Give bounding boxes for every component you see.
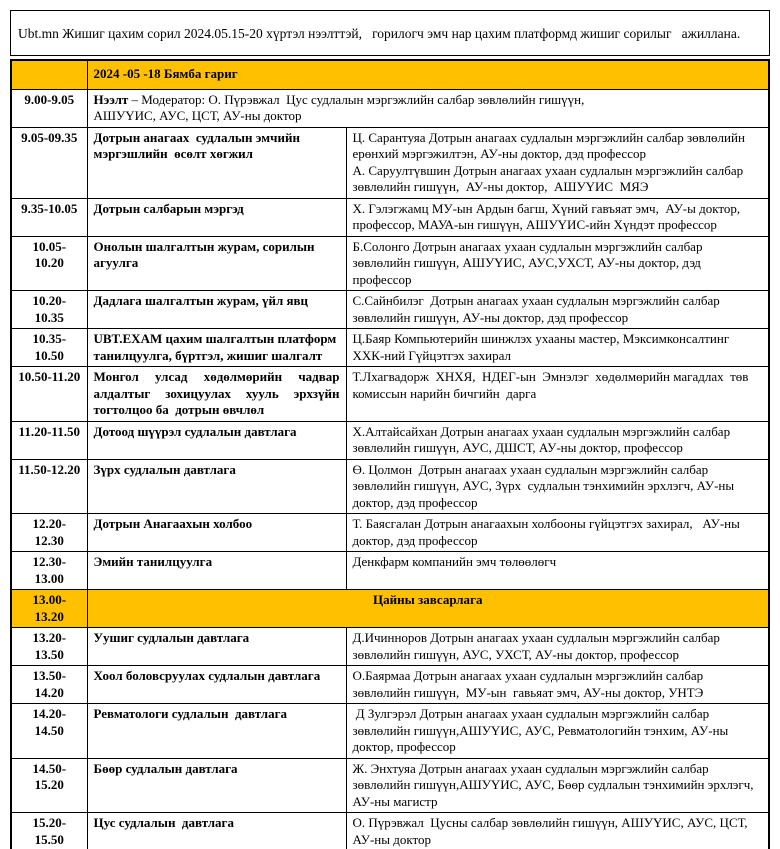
time-cell: 11.20-11.50: [10, 420, 88, 460]
details-cell: Ж. Энхтуяа Дотрын анагаах ухаан судлалын…: [345, 757, 770, 813]
date-header-time-cell: [10, 59, 88, 90]
topic-cell: Ревматологи судлалын давтлага: [86, 703, 347, 759]
date-header-row: 2024 -05 -18 Бямба гариг: [10, 59, 770, 90]
time-cell: 9.00-9.05: [10, 88, 88, 128]
schedule-table: 2024 -05 -18 Бямба гариг 9.00-9.05 Нээлт…: [10, 59, 770, 849]
time-cell: 11.50-12.20: [10, 458, 88, 514]
time-cell: 14.20-14.50: [10, 703, 88, 759]
time-cell: 13.50-14.20: [10, 665, 88, 704]
tea-break-row: 13.00-13.20 Цайны завсарлага: [10, 589, 770, 628]
schedule-row: 10.05-10.20 Онолын шалгалтын журам, сори…: [10, 235, 770, 291]
details-cell: С.Сайнбилэг Дотрын анагаах ухаан судлалы…: [345, 290, 770, 329]
topic-cell: Уушиг судлалын давтлага: [86, 627, 347, 666]
time-cell: 15.20-15.50: [10, 812, 88, 849]
topic-cell: Цус судлалын давтлага: [86, 812, 347, 849]
time-cell: 12.30-13.00: [10, 551, 88, 590]
schedule-row: 10.50-11.20 Монгол улсад хөдөлмөрийн чад…: [10, 366, 770, 422]
details-cell: Б.Солонго Дотрын анагаах ухаан судлалын …: [345, 235, 770, 291]
time-cell: 13.20-13.50: [10, 627, 88, 666]
topic-cell: Бөөр судлалын давтлага: [86, 757, 347, 813]
schedule-row: 9.05-09.35 Дотрын анагаах судлалын эмчий…: [10, 126, 770, 199]
date-header-label: 2024 -05 -18 Бямба гариг: [86, 59, 770, 90]
topic-cell: Дотрын салбарын мэргэд: [86, 197, 347, 237]
details-cell: О. Пүрэвжал Цусны салбар зөвлөлийн гишүү…: [345, 812, 770, 849]
schedule-row: 9.35-10.05 Дотрын салбарын мэргэд Х. Гэл…: [10, 197, 770, 237]
topic-cell: Хоол боловсруулах судлалын давтлага: [86, 665, 347, 704]
details-cell: Д.Ичинноров Дотрын анагаах ухаан судлалы…: [345, 627, 770, 666]
time-cell: 10.20-10.35: [10, 290, 88, 329]
schedule-row: 14.20-14.50 Ревматологи судлалын давтлаг…: [10, 703, 770, 759]
topic-cell: Онолын шалгалтын журам, сорилын агуулга: [86, 235, 347, 291]
time-cell: 14.50-15.20: [10, 757, 88, 813]
topic-cell: Монгол улсад хөдөлмөрийн чадвар алдалтыг…: [86, 366, 347, 422]
details-cell: Ц. Сарантуяа Дотрын анагаах судлалын мэр…: [345, 126, 770, 199]
document-title: Ubt.mn Жишиг цахим сорил 2024.05.15-20 х…: [10, 10, 770, 56]
details-cell: Т.Лхагвадорж ХНХЯ, НДЕГ-ын Эмнэлэг хөдөл…: [345, 366, 770, 422]
schedule-row: 10.35-10.50 UBT.EXAM цахим шалгалтын пла…: [10, 328, 770, 367]
schedule-row: 12.30-13.00 Эмийн танилцуулга Денкфарм к…: [10, 551, 770, 590]
topic-cell: Дадлага шалгалтын журам, үйл явц: [86, 290, 347, 329]
topic-cell: Зүрх судлалын давтлага: [86, 458, 347, 514]
time-cell: 13.00-13.20: [10, 589, 88, 628]
topic-cell: Дотрын анагаах судлалын эмчийн мэргэшлий…: [86, 126, 347, 199]
time-cell: 9.05-09.35: [10, 126, 88, 199]
details-cell: Т. Баясгалан Дотрын анагаахын холбооны г…: [345, 513, 770, 552]
details-cell: Х.Алтайсайхан Дотрын анагаах ухаан судла…: [345, 420, 770, 460]
break-label: Цайны завсарлага: [86, 589, 770, 628]
time-cell: 10.05-10.20: [10, 235, 88, 291]
time-cell: 12.20-12.30: [10, 513, 88, 552]
details-cell: Д Зулгэрэл Дотрын анагаах ухаан судлалын…: [345, 703, 770, 759]
time-cell: 10.50-11.20: [10, 366, 88, 422]
schedule-row: 14.50-15.20 Бөөр судлалын давтлага Ж. Эн…: [10, 757, 770, 813]
schedule-row: 12.20-12.30 Дотрын Анагаахын холбоо Т. Б…: [10, 513, 770, 552]
schedule-row: 11.50-12.20 Зүрх судлалын давтлага Ө. Цо…: [10, 458, 770, 514]
schedule-row: 13.50-14.20 Хоол боловсруулах судлалын д…: [10, 665, 770, 704]
topic-cell: Эмийн танилцуулга: [86, 551, 347, 590]
schedule-row: 11.20-11.50 Дотоод шүүрэл судлалын давтл…: [10, 420, 770, 460]
details-cell: Денкфарм компанийн эмч төлөөлөгч: [345, 551, 770, 590]
schedule-row: 15.20-15.50 Цус судлалын давтлага О. Пүр…: [10, 812, 770, 849]
topic-cell: UBT.EXAM цахим шалгалтын платформ танилц…: [86, 328, 347, 367]
session-opening-cell: Нээлт – Модератор: О. Пүрэвжал Цус судла…: [86, 88, 770, 128]
schedule-row: 13.20-13.50 Уушиг судлалын давтлага Д.Ич…: [10, 627, 770, 666]
session-title: Нээлт: [93, 91, 129, 107]
details-cell: О.Баярмаа Дотрын анагаах ухаан судлалын …: [345, 665, 770, 704]
details-cell: Ө. Цолмон Дотрын анагаах ухаан судлалын …: [345, 458, 770, 514]
time-cell: 9.35-10.05: [10, 197, 88, 237]
topic-cell: Дотоод шүүрэл судлалын давтлага: [86, 420, 347, 460]
schedule-row: 9.00-9.05 Нээлт – Модератор: О. Пүрэвжал…: [10, 88, 770, 128]
schedule-row: 10.20-10.35 Дадлага шалгалтын журам, үйл…: [10, 290, 770, 329]
session-details: – Модератор: О. Пүрэвжал Цус судлалын мэ…: [93, 91, 585, 124]
details-cell: Ц.Баяр Компьютерийн шинжлэх ухааны масте…: [345, 328, 770, 367]
time-cell: 10.35-10.50: [10, 328, 88, 367]
topic-cell: Дотрын Анагаахын холбоо: [86, 513, 347, 552]
details-cell: Х. Гэлэгжамц МУ-ын Ардын багш, Хүний гав…: [345, 197, 770, 237]
